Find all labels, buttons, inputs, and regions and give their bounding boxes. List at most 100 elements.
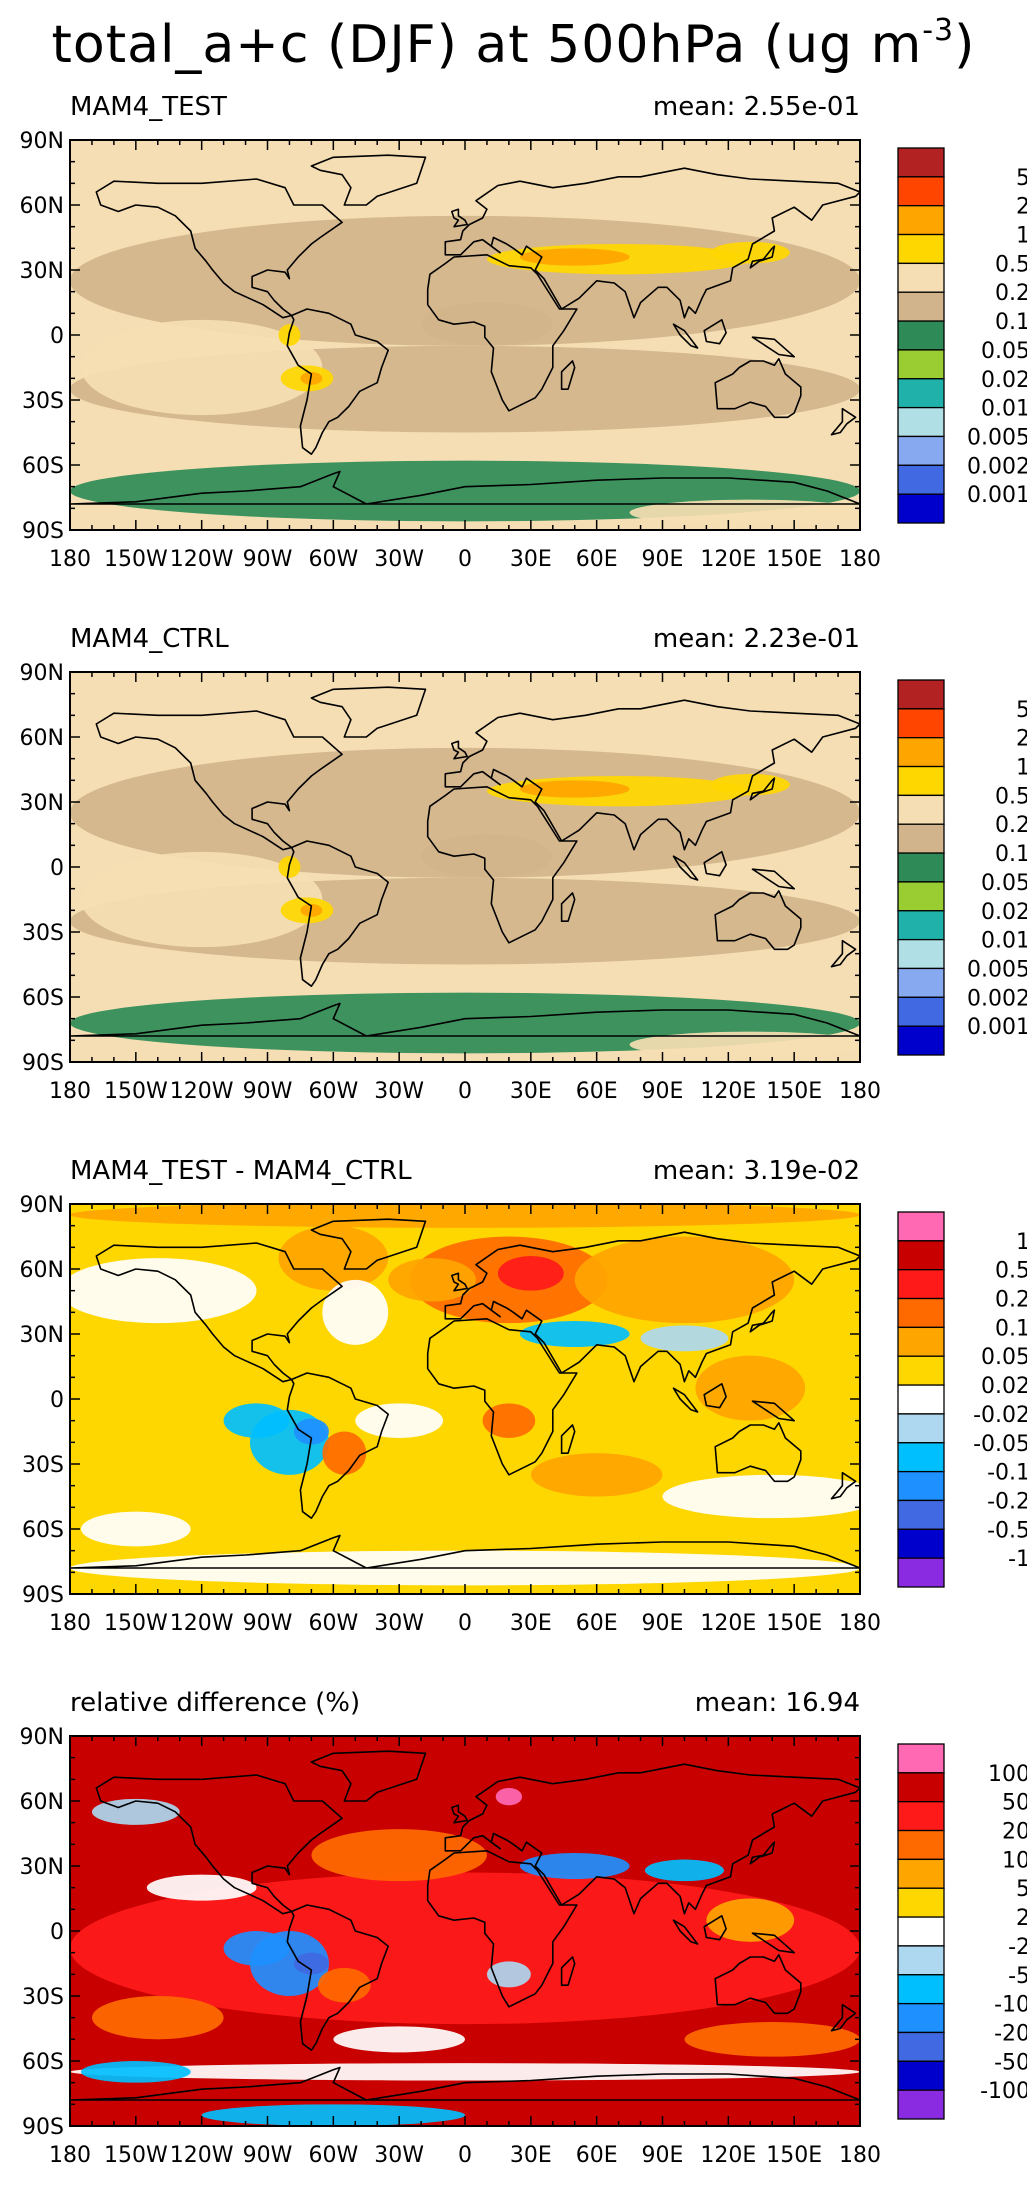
coastline-antarctica bbox=[70, 2066, 860, 2101]
colorbar-label: -100 bbox=[980, 2079, 1027, 2104]
colorbar-label: -0.5 bbox=[987, 1518, 1027, 1543]
lon-label: 180 bbox=[839, 547, 881, 572]
colorbar-box bbox=[897, 737, 945, 768]
lat-label: 60S bbox=[22, 986, 64, 1011]
colorbar-label: 0.2 bbox=[995, 281, 1027, 306]
field-region bbox=[146, 1874, 257, 1901]
colorbar-label: 0.5 bbox=[995, 252, 1027, 277]
lon-label: 150E bbox=[766, 1079, 822, 1104]
coastline-greenland bbox=[310, 154, 427, 206]
panel-title: relative difference (%) bbox=[70, 1688, 360, 1718]
coastline-antarctica bbox=[70, 470, 860, 505]
field-region bbox=[684, 2022, 860, 2057]
coastline-nz bbox=[830, 2003, 857, 2032]
lon-label: 90E bbox=[642, 547, 684, 572]
coastline-eurasia bbox=[444, 1231, 860, 1383]
field-region bbox=[311, 1829, 487, 1882]
panel-test-minus-ctrl: MAM4_TEST - MAM4_CTRL mean: 3.19e-02 90N… bbox=[20, 1156, 1027, 1636]
lat-label: 0 bbox=[50, 856, 64, 881]
coastline-uk bbox=[450, 740, 469, 760]
colorbar-box bbox=[897, 291, 945, 322]
panel-relative-difference: relative difference (%) mean: 16.94 90N 6… bbox=[20, 1688, 1027, 2168]
lat-label: 90N bbox=[20, 129, 64, 154]
field-region bbox=[519, 1853, 630, 1879]
field-region bbox=[662, 1474, 860, 1519]
lat-label: 90N bbox=[20, 1193, 64, 1218]
colorbar-label: 0.5 bbox=[995, 1259, 1027, 1284]
colorbar-label: 0.01 bbox=[981, 929, 1027, 954]
colorbar-label: -20 bbox=[994, 2021, 1027, 2046]
field-region bbox=[644, 1859, 724, 1882]
coastline-borneo bbox=[703, 850, 727, 877]
lat-label: 30N bbox=[20, 259, 64, 284]
colorbar-legend: 1 0.5 0.2 0.1 0.05 0.02 -0.02 -0.05 -0.1 -0.2 -0.5… bbox=[897, 1211, 1027, 1588]
colorbar-box bbox=[897, 1916, 945, 1947]
colorbar-label: 0.05 bbox=[981, 871, 1027, 896]
coastline-australia bbox=[714, 1953, 802, 2015]
lon-label: 120E bbox=[700, 2143, 756, 2168]
lon-label: 180 bbox=[49, 547, 91, 572]
colorbar-label: -1 bbox=[1008, 1547, 1027, 1572]
coastline-nz bbox=[830, 1471, 857, 1500]
field-region bbox=[278, 1225, 389, 1291]
coastline-japan bbox=[749, 245, 776, 269]
colorbar-box bbox=[897, 1801, 945, 1832]
colorbar-label: 0.2 bbox=[995, 1288, 1027, 1313]
map-plot: 90N 60N 30N 0 30S 60S 90S 180 150W 120W 90W 60W 30W 0… bbox=[20, 661, 881, 1104]
coastline-uk bbox=[450, 1804, 469, 1824]
colorbar-box bbox=[897, 765, 945, 797]
lon-label: 90W bbox=[243, 547, 293, 572]
colorbar-label: 0.005 bbox=[967, 425, 1027, 450]
colorbar-box bbox=[897, 176, 945, 207]
lon-label: 150E bbox=[766, 547, 822, 572]
colorbar-box bbox=[897, 1269, 945, 1300]
lon-label: 0 bbox=[458, 547, 472, 572]
colorbar-box bbox=[897, 464, 945, 495]
lon-label: 150E bbox=[766, 2143, 822, 2168]
coastline-eurasia bbox=[444, 1763, 860, 1915]
panel-title: MAM4_TEST bbox=[70, 92, 227, 122]
field-region bbox=[317, 1967, 371, 2003]
coastline-borneo bbox=[703, 1914, 727, 1941]
coastline-africa bbox=[426, 254, 578, 412]
colorbar-box bbox=[897, 1355, 945, 1386]
lat-label: 30S bbox=[22, 921, 64, 946]
lon-label: 30W bbox=[374, 547, 424, 572]
field-region bbox=[629, 1031, 860, 1058]
lon-label: 60W bbox=[308, 547, 358, 572]
lon-label: 90W bbox=[243, 1079, 293, 1104]
panel-mean: mean: 3.19e-02 bbox=[653, 1156, 860, 1186]
coastline-nz bbox=[830, 939, 857, 968]
field-region bbox=[640, 1325, 729, 1352]
coastline-samerica bbox=[286, 1372, 390, 1520]
colorbar-box bbox=[897, 1974, 945, 2005]
lon-label: 150E bbox=[766, 1611, 822, 1636]
lat-label: 30S bbox=[22, 1985, 64, 2010]
panel-title: MAM4_TEST - MAM4_CTRL bbox=[70, 1156, 412, 1186]
colorbar-box bbox=[897, 1384, 945, 1415]
colorbar-label: 2 bbox=[1016, 195, 1027, 220]
panel-title: MAM4_CTRL bbox=[70, 624, 229, 654]
lon-label: 60E bbox=[576, 1611, 618, 1636]
colorbar-box bbox=[897, 1772, 945, 1803]
colorbar-box bbox=[897, 1743, 945, 1774]
colorbar-label: 2 bbox=[1016, 1906, 1027, 1931]
lon-label: 120W bbox=[170, 2143, 234, 2168]
colorbar-label: 0.2 bbox=[995, 813, 1027, 838]
coastline-australia bbox=[714, 1421, 802, 1483]
coastline-japan bbox=[749, 1309, 776, 1333]
colorbar-box bbox=[897, 1442, 945, 1473]
coastline-sumatra bbox=[672, 323, 699, 349]
field-region bbox=[482, 1403, 536, 1438]
field-region bbox=[695, 1355, 806, 1421]
colorbar-box bbox=[897, 1528, 945, 1559]
colorbar-box bbox=[897, 1887, 945, 1918]
coastline-australia bbox=[714, 357, 802, 419]
lat-label: 60N bbox=[20, 194, 64, 219]
lon-label: 90E bbox=[642, 1079, 684, 1104]
lon-label: 180 bbox=[49, 2143, 91, 2168]
field-region bbox=[495, 1788, 523, 1806]
lat-label: 90S bbox=[22, 1583, 64, 1608]
colorbar-box bbox=[897, 1829, 945, 1861]
coastline-namerica bbox=[95, 710, 343, 851]
